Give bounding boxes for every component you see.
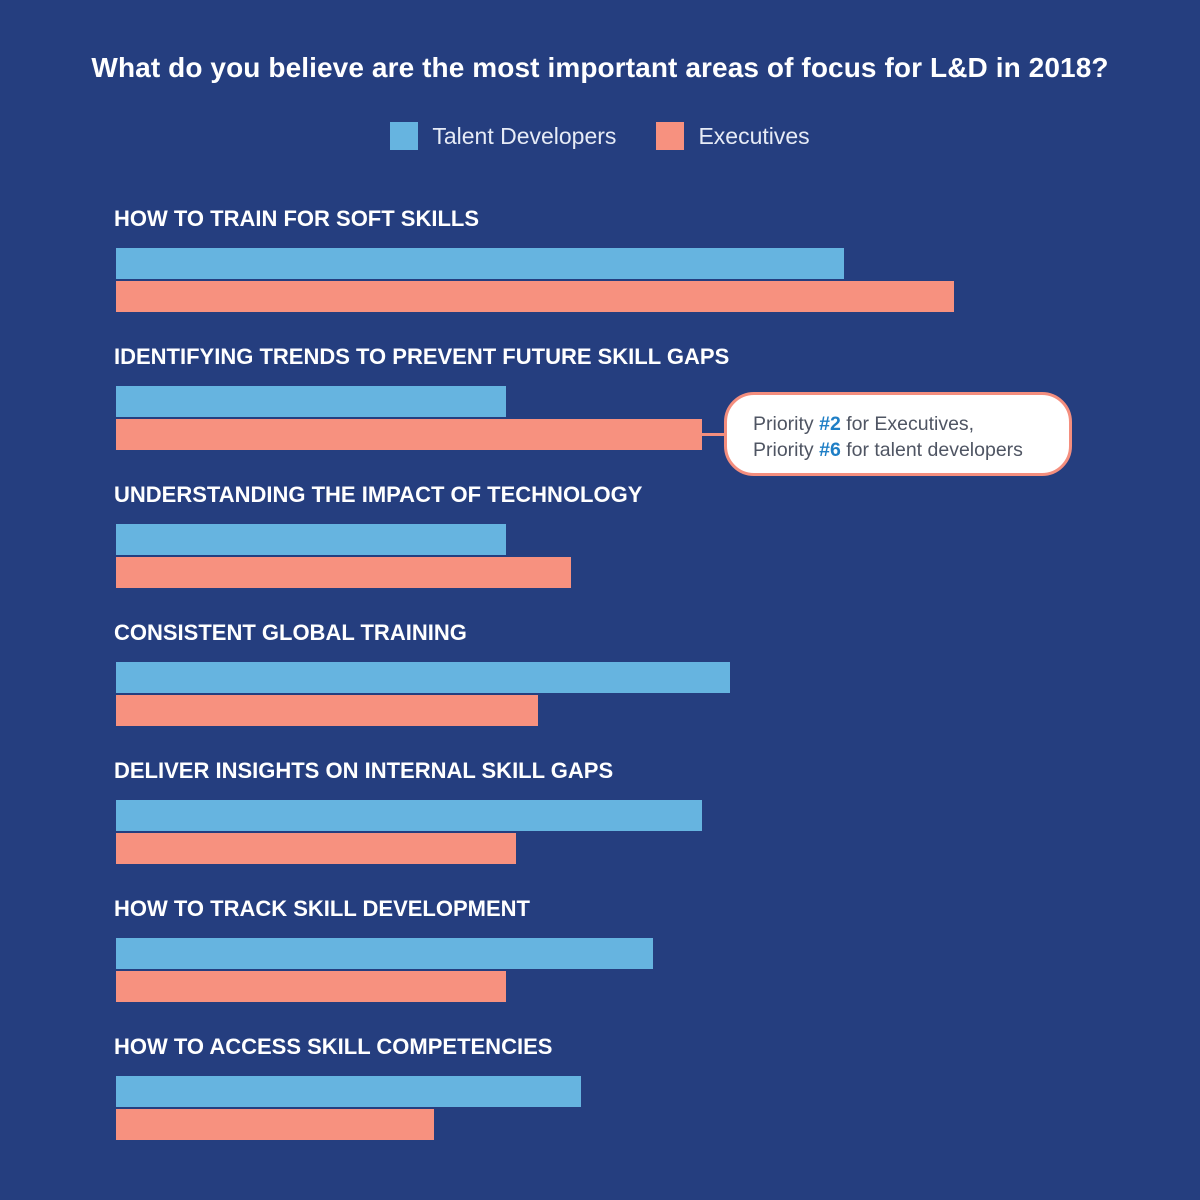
category-label-understanding-the-impact-of-technology: UNDERSTANDING THE IMPACT OF TECHNOLOGY — [114, 482, 643, 507]
legend-label-talent-developers: Talent Developers — [432, 122, 617, 149]
bar-executives-how-to-train-for-soft-skills — [116, 281, 954, 312]
callout-rank-talent: #6 — [819, 439, 841, 461]
bar-talent-developers-how-to-access-skill-competencies — [116, 1076, 581, 1107]
bar-executives-identifying-trends-to-prevent-future-skill-gaps — [116, 419, 702, 450]
category-label-how-to-access-skill-competencies: HOW TO ACCESS SKILL COMPETENCIES — [114, 1034, 553, 1059]
bar-talent-developers-understanding-the-impact-of-technology — [116, 524, 506, 555]
bar-talent-developers-consistent-global-training — [116, 662, 730, 693]
callout-line-1: Priority #2 for Executives, — [753, 411, 1069, 437]
bar-executives-how-to-track-skill-development — [116, 971, 506, 1002]
bar-executives-deliver-insights-on-internal-skill-gaps — [116, 833, 516, 864]
legend: Talent Developers Executives — [0, 122, 1200, 150]
category-label-how-to-train-for-soft-skills: HOW TO TRAIN FOR SOFT SKILLS — [114, 206, 480, 231]
callout-text-1b: for Executives, — [840, 413, 975, 435]
legend-item-executives: Executives — [656, 122, 810, 150]
bar-executives-consistent-global-training — [116, 695, 538, 726]
callout-text-2a: Priority — [753, 439, 820, 461]
bar-talent-developers-how-to-train-for-soft-skills — [116, 248, 844, 279]
legend-swatch-talent-developers — [390, 122, 419, 150]
callout-text-2b: for talent developers — [840, 439, 1023, 461]
category-label-deliver-insights-on-internal-skill-gaps: DELIVER INSIGHTS ON INTERNAL SKILL GAPS — [114, 758, 614, 783]
bar-executives-how-to-access-skill-competencies — [116, 1109, 434, 1140]
legend-item-talent-developers: Talent Developers — [390, 122, 616, 150]
category-label-how-to-track-skill-development: HOW TO TRACK SKILL DEVELOPMENT — [114, 896, 530, 921]
chart-title: What do you believe are the most importa… — [91, 52, 1109, 83]
category-label-identifying-trends-to-prevent-future-skill-gaps: IDENTIFYING TRENDS TO PREVENT FUTURE SKI… — [114, 344, 730, 369]
bar-executives-understanding-the-impact-of-technology — [116, 557, 571, 588]
legend-swatch-executives — [656, 122, 685, 150]
callout-text-1a: Priority — [753, 413, 820, 435]
bar-talent-developers-identifying-trends-to-prevent-future-skill-gaps — [116, 386, 506, 417]
callout-rank-executives: #2 — [819, 413, 841, 435]
callout-line-2: Priority #6 for talent developers — [753, 437, 1069, 463]
bar-talent-developers-how-to-track-skill-development — [116, 938, 653, 969]
bar-talent-developers-deliver-insights-on-internal-skill-gaps — [116, 800, 702, 831]
priority-callout: Priority #2 for Executives, Priority #6 … — [724, 392, 1072, 476]
category-label-consistent-global-training: CONSISTENT GLOBAL TRAINING — [114, 620, 467, 645]
legend-label-executives: Executives — [698, 122, 810, 149]
callout-connector — [700, 433, 724, 436]
